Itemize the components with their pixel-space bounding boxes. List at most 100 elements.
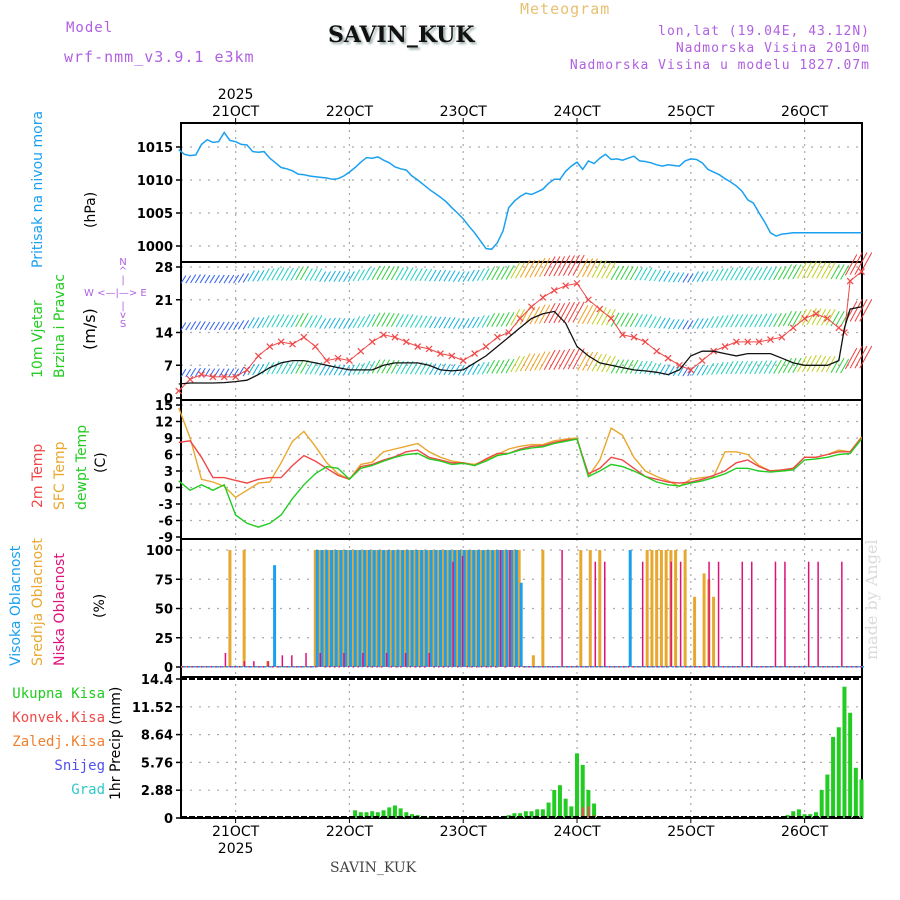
wind-arrow <box>677 365 685 376</box>
cloud-high-bar <box>642 666 646 668</box>
cloud-mid-bar <box>228 550 232 667</box>
wind-arrow <box>323 364 331 376</box>
wind-gust-marker <box>380 331 387 339</box>
pressure-line <box>178 131 862 251</box>
pressure-ytick-label: 1010 <box>137 174 173 189</box>
wind-arrow <box>214 368 220 377</box>
wind-arrow <box>744 314 753 328</box>
wind-barb-row <box>180 252 873 284</box>
wind-arrow <box>386 359 395 374</box>
cloud-high-bar <box>325 550 329 667</box>
cloud-low-bar <box>793 666 796 668</box>
wind-arrow <box>663 317 671 329</box>
wind-arrow <box>386 313 395 327</box>
wind-arrow <box>419 315 428 328</box>
cloud-low-bar <box>253 661 255 667</box>
wind-arrow <box>773 313 782 327</box>
wind-gust-marker <box>391 333 399 341</box>
wind-arrow <box>687 273 694 283</box>
cloud-high-bar <box>401 550 405 667</box>
precip-ytick-label: 0 <box>164 812 173 827</box>
wind-gust-marker <box>596 305 604 313</box>
wind-arrow <box>835 311 845 327</box>
cloud-low-bar <box>310 666 312 668</box>
cloud-low-bar <box>305 652 307 667</box>
x-bottom-label: 21OCT <box>212 824 260 840</box>
wind-arrow <box>720 361 729 375</box>
wind-arrow <box>854 345 868 369</box>
wind-arrow <box>261 315 270 328</box>
lonlat-info: lon,lat (19.04E, 43.12N) <box>658 24 870 39</box>
cloud-high-bar <box>462 550 466 667</box>
wind-arrow <box>352 316 361 329</box>
cloud-low-bar <box>186 666 189 668</box>
cloud-mid-bar <box>361 550 365 667</box>
cloud-high-bar <box>320 550 324 667</box>
wind-arrow <box>591 260 603 278</box>
cloud-low-bar <box>798 666 800 668</box>
cloud-mid-bar <box>346 550 350 667</box>
wind-arrow <box>266 361 275 375</box>
wind-gust-marker <box>846 277 854 285</box>
cloud-high-bar <box>311 666 315 668</box>
cloud-high-bar <box>657 666 661 668</box>
cloud-high-bar <box>448 550 452 667</box>
cloud-high-bar <box>538 666 542 668</box>
cloud-high-bar <box>282 666 286 668</box>
cloud-low-bar <box>509 550 511 667</box>
wind-arrow <box>840 312 850 327</box>
cloud-low-bar <box>613 666 615 668</box>
x-top-label: 22OCT <box>326 104 374 120</box>
wind-gust-marker <box>767 336 774 343</box>
wind-arrow <box>472 363 480 376</box>
wind-gust-marker <box>841 329 848 336</box>
wind-arrow <box>323 318 331 329</box>
wind-arrow <box>797 262 807 279</box>
cloud-high-bar <box>770 666 774 668</box>
wind-arrow <box>739 267 749 281</box>
sfc-temp-line <box>178 407 863 499</box>
wind-arrow <box>448 270 456 282</box>
cloud-low-bar <box>376 666 378 668</box>
wind-gust-marker <box>254 352 262 360</box>
cloud-high-bar <box>842 666 846 668</box>
wind-arrow <box>844 254 858 276</box>
wind-arrow <box>562 255 575 277</box>
wind-gust-marker <box>812 310 820 318</box>
cloud-high-bar <box>827 666 831 668</box>
wind-arrow <box>209 321 216 331</box>
x-bottom-label: 26OCT <box>781 824 829 840</box>
cloud-low-bar <box>679 561 682 667</box>
wind-gust-marker <box>459 357 467 364</box>
cloud-mid-bar <box>674 550 678 667</box>
cloud-high-bar <box>780 666 784 668</box>
cloud-high-bar <box>415 550 419 667</box>
wind-arrow <box>276 314 285 328</box>
wind-arrow <box>352 269 361 282</box>
precip-total-bar <box>791 811 796 818</box>
cloud-low-bar <box>660 666 663 668</box>
wind-arrow <box>448 363 456 376</box>
cloud-high-bar <box>737 666 741 668</box>
wind-arrow <box>237 320 245 330</box>
cloud-high-bar <box>837 666 841 668</box>
cloud-high-bar <box>609 666 613 668</box>
wind-arrow <box>754 314 763 328</box>
compass-west: W <—|—> E <box>84 288 147 299</box>
wind-arrow <box>204 321 211 331</box>
cloud-high-bar <box>268 666 272 668</box>
cloud-low-bar <box>727 666 729 668</box>
wind-arrow <box>577 351 589 371</box>
wind-arrow <box>276 267 285 281</box>
cloud-low-bar <box>803 666 805 668</box>
wind-arrow <box>844 347 858 370</box>
cloud-low-bar <box>860 666 862 668</box>
temp-2m-line <box>178 437 863 484</box>
wind-arrow <box>792 357 802 373</box>
cloud-high-bar <box>429 550 433 667</box>
wind-arrow <box>300 313 309 327</box>
precip-total-bar <box>802 814 807 818</box>
cloud-low-bar <box>528 666 530 668</box>
cloud-mid-bar <box>351 550 355 667</box>
wind-arrow <box>510 262 521 279</box>
